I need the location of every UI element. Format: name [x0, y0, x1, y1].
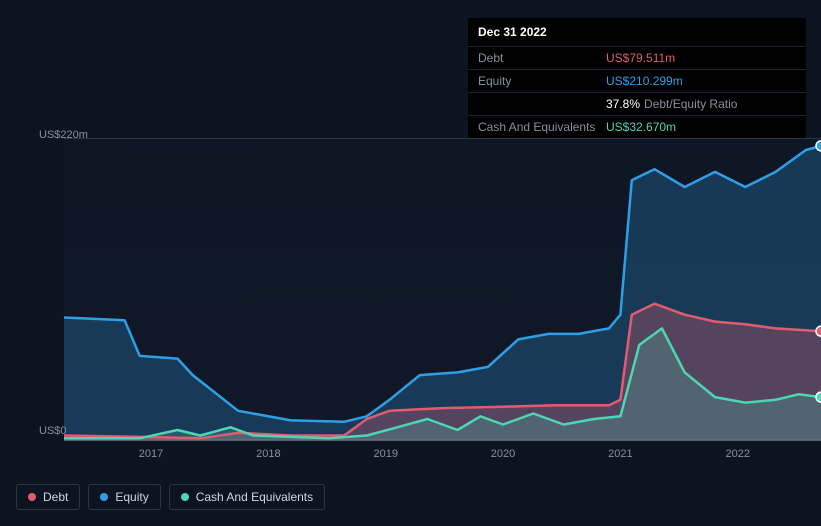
- tooltip-row-value: US$79.511m: [606, 51, 675, 65]
- tooltip-row-value: US$210.299m: [606, 74, 683, 88]
- legend-dot-icon: [181, 493, 189, 501]
- tooltip-row: 37.8%Debt/Equity Ratio: [468, 92, 806, 115]
- y-axis-label: US$0: [39, 425, 67, 437]
- equity-end-marker: [816, 141, 821, 151]
- tooltip-row: EquityUS$210.299m: [468, 69, 806, 92]
- tooltip-date: Dec 31 2022: [468, 18, 806, 46]
- legend-dot-icon: [28, 493, 36, 501]
- chart-tooltip: Dec 31 2022 DebtUS$79.511mEquityUS$210.2…: [468, 18, 806, 138]
- legend-item-equity[interactable]: Equity: [88, 484, 160, 510]
- tooltip-row-value: US$32.670m: [606, 120, 676, 134]
- financial-chart: 201720182019202020212022 US$220mUS$0: [16, 138, 805, 448]
- legend-label: Equity: [115, 490, 148, 504]
- legend-label: Debt: [43, 490, 68, 504]
- x-axis-tick: 2019: [373, 448, 397, 460]
- tooltip-row-label: [478, 97, 606, 111]
- tooltip-row-label: Cash And Equivalents: [478, 120, 606, 134]
- tooltip-row-label: Equity: [478, 74, 606, 88]
- cash-end-marker: [816, 392, 821, 402]
- x-axis-tick: 2018: [256, 448, 280, 460]
- legend-item-debt[interactable]: Debt: [16, 484, 80, 510]
- x-axis-tick: 2021: [608, 448, 632, 460]
- x-axis-tick: 2020: [491, 448, 515, 460]
- x-axis-tick: 2022: [725, 448, 749, 460]
- tooltip-row: Cash And EquivalentsUS$32.670m: [468, 115, 806, 138]
- debt-end-marker: [816, 326, 821, 336]
- y-axis-label: US$220m: [39, 129, 88, 141]
- legend-label: Cash And Equivalents: [196, 490, 313, 504]
- tooltip-row-label: Debt: [478, 51, 606, 65]
- x-axis: 2017 2018 2019 2020 2021 2022: [64, 440, 821, 470]
- tooltip-row-value: 37.8%Debt/Equity Ratio: [606, 97, 737, 111]
- legend-item-cash-and-equivalents[interactable]: Cash And Equivalents: [169, 484, 325, 510]
- chart-legend: Debt Equity Cash And Equivalents: [16, 484, 325, 510]
- x-axis-tick: 2017: [139, 448, 163, 460]
- plot-area[interactable]: [64, 138, 821, 440]
- legend-dot-icon: [100, 493, 108, 501]
- tooltip-row: DebtUS$79.511m: [468, 46, 806, 69]
